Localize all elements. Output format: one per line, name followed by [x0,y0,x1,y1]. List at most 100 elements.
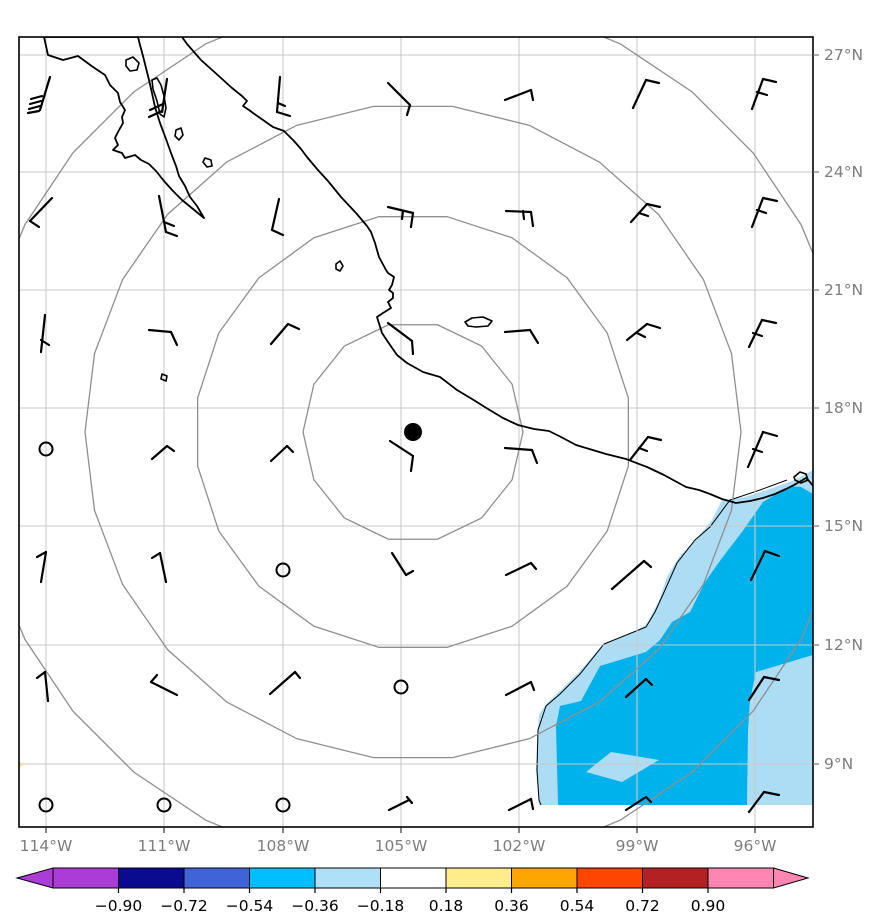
colorbar-tick-label: −0.36 [291,897,339,915]
colorbar-segment [183,867,250,889]
lat-tick-label: 18°N [824,399,863,417]
wind-barb-segment [149,673,159,684]
colorbar-tick-label: −0.18 [357,897,405,915]
lon-tick-label: 108°W [257,837,310,855]
wind-barb-segment [405,103,412,117]
wind-barb-segment [275,110,292,118]
colorbar-tick-label: 0.18 [429,897,464,915]
wind-barb-segment [270,228,285,237]
lat-tick-label: 12°N [824,636,863,654]
wind-barb-segment [503,88,533,102]
wind-barb-segment [400,209,405,221]
shading-light-hole [586,752,659,782]
wind-barb-segment [642,559,653,569]
wind-barb-segment [162,220,176,228]
colorbar-segment [249,867,316,889]
wind-barb-segment [390,551,408,577]
lat-tick-label: 24°N [824,163,863,181]
colorbar-segment [118,867,185,889]
wind-barb-segment [504,561,533,577]
wind-barb [270,197,285,237]
wind-barb-segment [169,330,179,347]
calm-wind-circle [393,679,409,695]
wind-barb [35,670,50,703]
lat-tick-label: 21°N [824,281,863,299]
colorbar-segment [52,867,119,889]
wind-barb-segment [763,549,781,558]
wind-barb [147,328,179,347]
lon-tick-label: 105°W [375,837,428,855]
map-content [19,37,813,827]
wind-barb-segment [404,569,415,577]
colorbar: −0.90 −0.72 −0.54 −0.36 −0.18 0.18 0.36 0.54 0.7… [15,867,810,915]
calm-wind-circle [156,797,172,813]
wind-barb-segment [755,90,769,97]
wind-barb [150,444,176,461]
wind-barb [631,78,661,110]
wind-barb-segment [39,550,48,584]
wind-barb-segment [157,194,168,234]
wind-barb [629,202,662,224]
wind-barb-segment [624,677,648,699]
colorbar-tick-label: 0.72 [625,897,660,915]
wind-barb-segment [529,88,535,102]
wind-barb-segment [646,435,663,442]
wind-barb-segment [269,444,289,463]
wind-barb [507,797,535,812]
wind-barb-segment [29,94,44,101]
wind-barb-segment [751,331,764,338]
wind-barb-segment [529,561,538,571]
wind-barb [28,196,54,229]
wind-barb-segment [528,328,540,345]
wind-barb-segment [286,322,301,331]
wind-barb-segment [750,77,765,111]
range-ring [302,324,524,540]
field-contour-line [536,479,788,806]
wind-barb-segment [507,797,533,812]
wind-barb [386,321,415,356]
wind-barb-segment [158,551,168,584]
wind-barb [750,196,779,229]
wind-barb-segment [27,104,42,111]
wind-barb [387,795,414,812]
wind-barb [747,790,781,814]
wind-barb [504,209,535,228]
wind-barb [746,430,779,469]
wind-barb-segment [39,338,51,347]
wind-barb-segment [147,109,164,119]
wind-barb-segment [529,797,535,811]
wind-barb-segment [645,322,662,330]
wind-barb-segment [147,328,173,334]
colorbar-segment [707,867,774,889]
lat-tick-label: 9°N [824,755,853,773]
wind-barb-segment [755,208,768,215]
calm-wind-circle [275,562,291,578]
wind-barb-segment [637,446,649,453]
colorbar-segment [314,867,381,889]
wind-barb [504,680,536,697]
calm-wind-circle [38,441,54,457]
wind-barb-segment [644,78,661,85]
wind-barb-segment [644,795,653,804]
wind-barb-segment [405,795,414,805]
wind-barb-segment [386,205,415,215]
coastline-mainland [181,37,813,504]
colorbar-tick-label: −0.54 [226,897,274,915]
island-outline [160,373,168,382]
colorbar-tick-label: 0.36 [494,897,529,915]
wind-barb-segment [637,211,650,218]
wind-barb-segment [150,551,162,560]
wind-barb-segment [409,211,415,229]
wind-barb [26,75,52,115]
wind-barb [747,675,781,702]
lon-tick-label: 111°W [138,837,191,855]
wind-barb-segment [762,790,781,797]
wind-barb-segment [645,202,662,209]
wind-barb-segment [165,444,176,453]
lon-tick-label: 99°W [616,837,659,855]
wind-barb-segment [529,210,535,228]
wind-barb-segment [761,430,779,438]
wind-barb [275,75,292,118]
wind-barb [268,670,302,696]
island-outline [202,157,213,168]
